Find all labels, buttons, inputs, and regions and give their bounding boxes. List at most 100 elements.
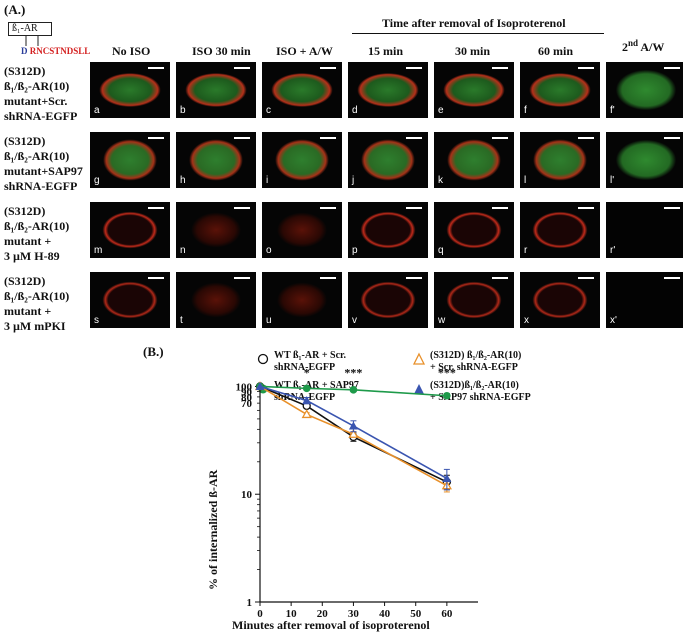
micrograph-c: c bbox=[262, 62, 342, 118]
legend-open-triangle-icon bbox=[412, 352, 426, 365]
micrograph-q: q bbox=[434, 202, 514, 258]
row-label-sap97: (S312D) ß₁/ß₂-AR(10) mutant+SAP97 shRNA-… bbox=[4, 134, 83, 193]
legend-label-wt-scr: WT ß₁-AR + Scr. shRNA-EGFP bbox=[274, 350, 347, 373]
time-header: Time after removal of Isoproterenol bbox=[382, 16, 566, 30]
micrograph-l: l bbox=[520, 132, 600, 188]
legend-label-mut-scr: (S312D) ß₁/ß₂-AR(10) + Scr. shRNA-EGFP bbox=[430, 350, 522, 373]
x-tick-label: 60 bbox=[441, 608, 453, 620]
data-point bbox=[301, 409, 312, 419]
micrograph-letter: h bbox=[180, 175, 186, 186]
micrograph-letter: m bbox=[94, 245, 103, 256]
significance-marker: *** bbox=[438, 365, 456, 379]
micrograph-letter: g bbox=[94, 175, 100, 186]
scale-bar bbox=[320, 207, 336, 209]
construct-tail-seq: RNCSTNDSLL bbox=[29, 46, 91, 56]
micrograph-r-prime: r' bbox=[606, 202, 683, 258]
scale-bar bbox=[148, 207, 164, 209]
x-tick-label: 20 bbox=[317, 608, 329, 620]
x-tick-label: 50 bbox=[410, 608, 422, 620]
micrograph-w: w bbox=[434, 272, 514, 328]
series-line bbox=[259, 385, 447, 397]
col-header-2nd-sup: nd bbox=[628, 38, 639, 48]
micrograph-a: a bbox=[90, 62, 170, 118]
scale-bar bbox=[578, 207, 594, 209]
micrograph-e: e bbox=[434, 62, 514, 118]
scale-bar bbox=[664, 67, 680, 69]
scale-bar bbox=[406, 207, 422, 209]
micrograph-letter: o bbox=[266, 245, 272, 256]
scale-bar bbox=[234, 207, 250, 209]
micrograph-p: p bbox=[348, 202, 428, 258]
scale-bar bbox=[492, 137, 508, 139]
scale-bar bbox=[234, 277, 250, 279]
micrograph-letter: p bbox=[352, 245, 358, 256]
data-point bbox=[302, 384, 311, 393]
micrograph-letter: x' bbox=[610, 315, 617, 326]
col-header-iso-30: ISO 30 min bbox=[192, 44, 251, 58]
scale-bar bbox=[664, 277, 680, 279]
micrograph-letter: b bbox=[180, 105, 186, 116]
micrograph-x-prime: x' bbox=[606, 272, 683, 328]
time-header-rule bbox=[352, 33, 604, 34]
micrograph-o: o bbox=[262, 202, 342, 258]
micrograph-r: r bbox=[520, 202, 600, 258]
data-point bbox=[255, 381, 265, 390]
panel-b-label: (B.) bbox=[143, 344, 164, 359]
scale-bar bbox=[320, 277, 336, 279]
x-tick-label: 30 bbox=[348, 608, 360, 620]
micrograph-v: v bbox=[348, 272, 428, 328]
x-axis-label: Minutes after removal of isoproterenol bbox=[232, 618, 430, 632]
micrograph-b: b bbox=[176, 62, 256, 118]
micrograph-letter: v bbox=[352, 315, 357, 326]
micrograph-g: g bbox=[90, 132, 170, 188]
col-header-2nd-rest: A/W bbox=[638, 40, 665, 54]
micrograph-m: m bbox=[90, 202, 170, 258]
significance-marker: *** bbox=[344, 365, 362, 379]
scale-bar bbox=[406, 277, 422, 279]
scale-bar bbox=[320, 67, 336, 69]
scale-bar bbox=[320, 137, 336, 139]
scale-bar bbox=[492, 207, 508, 209]
micrograph-letter: r bbox=[524, 245, 528, 256]
construct-diagram: ß₁-AR bbox=[8, 22, 52, 36]
series-line bbox=[259, 385, 448, 480]
data-point bbox=[349, 386, 358, 394]
micrograph-letter: c bbox=[266, 105, 271, 116]
scale-bar bbox=[148, 137, 164, 139]
micrograph-letter: d bbox=[352, 105, 358, 116]
micrograph-letter: k bbox=[438, 175, 443, 186]
col-header-30min: 30 min bbox=[455, 44, 491, 58]
micrograph-f-prime: f' bbox=[606, 62, 683, 118]
micrograph-letter: n bbox=[180, 245, 186, 256]
col-header-15min: 15 min bbox=[368, 44, 404, 58]
micrograph-letter: f bbox=[524, 105, 527, 116]
micrograph-letter: i bbox=[266, 175, 269, 186]
significance-marker: * bbox=[304, 365, 310, 379]
construct-connector bbox=[25, 36, 39, 46]
micrograph-l-prime: l' bbox=[606, 132, 683, 188]
data-point bbox=[302, 396, 312, 405]
scale-bar bbox=[234, 137, 250, 139]
micrograph-letter: u bbox=[266, 315, 272, 326]
micrograph-letter: t bbox=[180, 315, 183, 326]
scale-bar bbox=[234, 67, 250, 69]
scale-bar bbox=[578, 67, 594, 69]
x-tick-label: 10 bbox=[286, 608, 298, 620]
y-tick-label: 90 bbox=[241, 386, 253, 398]
y-tick-label: 1 bbox=[247, 597, 253, 609]
x-tick-label: 0 bbox=[257, 608, 263, 620]
scale-bar bbox=[148, 67, 164, 69]
data-point bbox=[443, 391, 451, 400]
panel-a-label: (A.) bbox=[4, 2, 26, 17]
scale-bar bbox=[664, 207, 680, 209]
y-axis-label: % of internalized ß-AR bbox=[206, 469, 220, 590]
data-point bbox=[348, 421, 358, 430]
micrograph-t: t bbox=[176, 272, 256, 328]
row-label-mpki: (S312D) ß₁/ß₂-AR(10) mutant + 3 µM mPKI bbox=[4, 274, 70, 333]
scale-bar bbox=[406, 137, 422, 139]
micrograph-letter: a bbox=[94, 105, 100, 116]
col-header-no-iso: No ISO bbox=[112, 44, 151, 58]
micrograph-k: k bbox=[434, 132, 514, 188]
data-point bbox=[442, 473, 452, 482]
